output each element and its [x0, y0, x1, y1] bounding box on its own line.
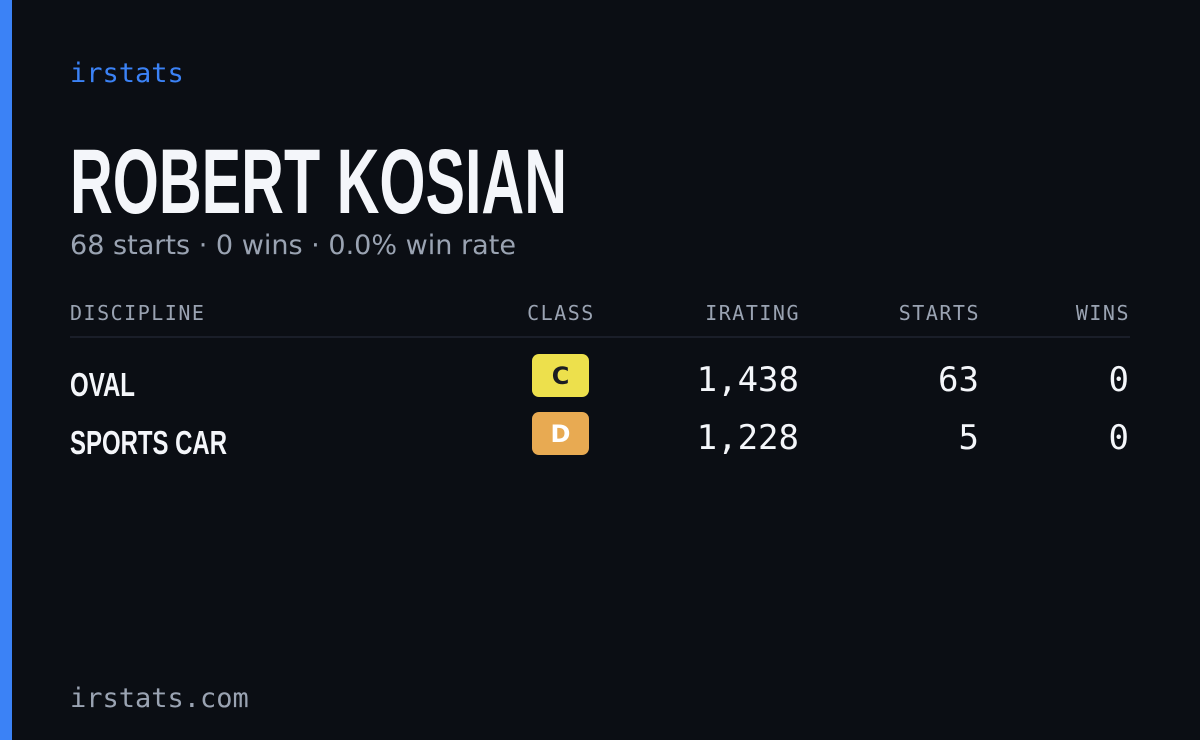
starts: 63 — [938, 360, 979, 400]
accent-bar — [0, 0, 12, 740]
class-badge — [532, 354, 589, 397]
header-class: CLASS — [527, 301, 595, 325]
class-badge — [532, 412, 589, 455]
discipline: SPORTS CAR — [70, 424, 227, 461]
class-letter: D — [551, 420, 571, 448]
irating: 1,228 — [697, 418, 799, 458]
brand: irstats — [70, 58, 184, 89]
wins: 0 — [1109, 418, 1129, 458]
header-starts: STARTS — [899, 301, 980, 325]
row: OVAL C 1,438 63 0 — [70, 354, 1129, 403]
row: SPORTS CAR D 1,228 5 0 — [70, 412, 1129, 461]
header-irating: IRATING — [705, 301, 800, 325]
class-letter: C — [552, 362, 570, 390]
header-discipline: DISCIPLINE — [70, 301, 205, 325]
footer-url: irstats.com — [70, 683, 249, 714]
irating: 1,438 — [697, 360, 799, 400]
starts: 5 — [959, 418, 979, 458]
driver-summary: 68 starts · 0 wins · 0.0% win rate — [70, 230, 516, 261]
header-wins: WINS — [1076, 301, 1130, 325]
discipline: OVAL — [70, 366, 135, 403]
driver-name: ROBERT KOSIAN — [70, 131, 567, 233]
wins: 0 — [1109, 360, 1129, 400]
